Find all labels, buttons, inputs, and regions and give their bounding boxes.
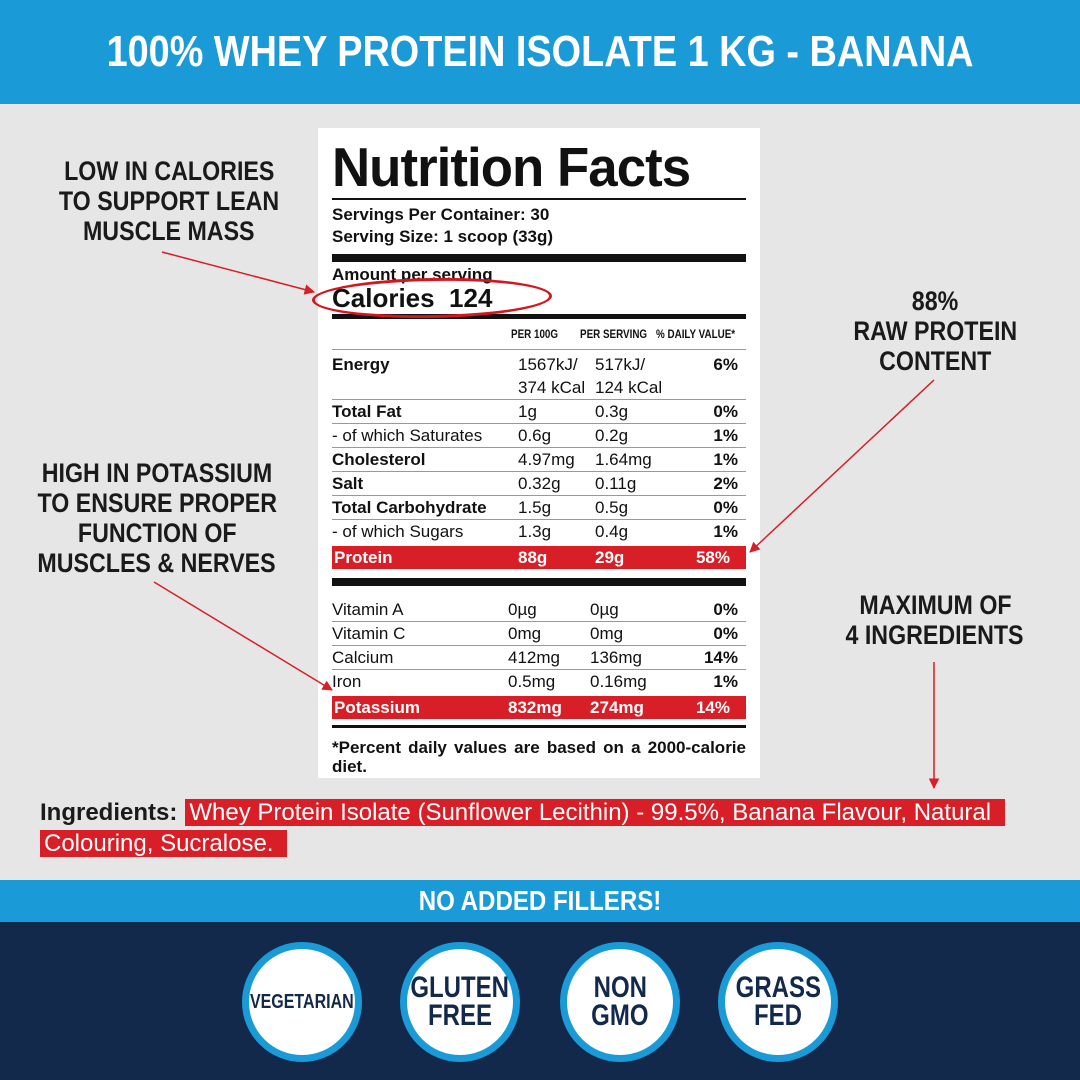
no-added-fillers-text: NO ADDED FILLERS! — [418, 885, 662, 916]
table-row: Salt 0.32g 0.11g 2% — [332, 472, 746, 496]
table-row-energy: Energy 1567kJ/374 kCal 517kJ/124 kCal 6% — [332, 350, 746, 400]
ingredients-section: Ingredients: Whey Protein Isolate (Sunflo… — [40, 797, 1040, 859]
table-row: Calcium 412mg 136mg 14% — [332, 646, 746, 670]
daily-value-footnote: *Percent daily values are based on a 200… — [332, 738, 746, 776]
table-row: Total Carbohydrate 1.5g 0.5g 0% — [332, 496, 746, 520]
ingredients-text: Whey Protein Isolate (Sunflower Lecithin… — [40, 799, 1006, 857]
table-row: Vitamin C 0mg 0mg 0% — [332, 622, 746, 646]
callout-protein: 88% RAW PROTEIN CONTENT — [853, 286, 1017, 376]
divider — [332, 578, 746, 586]
table-row: Total Fat 1g 0.3g 0% — [332, 400, 746, 424]
table-row: Cholesterol 4.97mg 1.64mg 1% — [332, 448, 746, 472]
nutrition-facts-label: Nutrition Facts Servings Per Container: … — [311, 128, 760, 778]
ingredients-label: Ingredients: — [40, 799, 178, 826]
divider — [332, 198, 746, 200]
table-row-protein-highlight: Protein 88g 29g 58% — [332, 546, 746, 569]
table-row: Vitamin A 0µg 0µg 0% — [332, 598, 746, 622]
non-gmo-badge-icon: NON GMO — [560, 942, 680, 1062]
vegetarian-badge-icon: VEGETARIAN — [242, 942, 362, 1062]
column-header-per-serving: PER SERVING — [580, 327, 648, 341]
arrow-protein — [749, 379, 935, 553]
serving-size: Serving Size: 1 scoop (33g) — [332, 227, 554, 246]
table-row: - of which Saturates 0.6g 0.2g 1% — [332, 424, 746, 448]
nutrition-facts-title: Nutrition Facts — [332, 136, 691, 198]
callout-max-ingredients: MAXIMUM OF 4 INGREDIENTS — [845, 590, 1025, 650]
column-header-daily-value: % DAILY VALUE* — [656, 327, 736, 341]
servings-per-container: Servings Per Container: 30 — [332, 205, 550, 224]
no-added-fillers-band: NO ADDED FILLERS! — [0, 880, 1080, 922]
divider — [332, 349, 746, 350]
table-row-potassium-highlight: Potassium 832mg 274mg 14% — [332, 696, 746, 719]
header-banner: 100% WHEY PROTEIN ISOLATE 1 KG - BANANA — [0, 0, 1080, 104]
calories-line: Calories 124 — [311, 275, 746, 321]
column-header-per-100g: PER 100G — [510, 327, 558, 341]
divider — [332, 725, 746, 728]
column-headers: PER 100G PER SERVING % DAILY VALUE* — [332, 319, 746, 349]
table-row: - of which Sugars 1.3g 0.4g 1% — [332, 522, 738, 541]
arrow-calories — [161, 251, 316, 295]
amount-per-serving: Amount per serving — [332, 265, 493, 284]
grass-fed-badge-icon: GRASS FED — [718, 942, 838, 1062]
divider — [332, 254, 746, 262]
divider — [332, 314, 746, 319]
footer-panel — [0, 922, 1080, 1080]
callout-calories: LOW IN CALORIES TO SUPPORT LEAN MUSCLE M… — [58, 156, 280, 246]
arrow-potassium — [153, 581, 333, 691]
callout-potassium: HIGH IN POTASSIUM TO ENSURE PROPER FUNCT… — [37, 458, 277, 578]
table-row: Iron 0.5mg 0.16mg 1% — [332, 672, 738, 691]
gluten-free-badge-icon: GLUTEN FREE — [400, 942, 520, 1062]
page-title: 100% WHEY PROTEIN ISOLATE 1 KG - BANANA — [106, 27, 974, 76]
